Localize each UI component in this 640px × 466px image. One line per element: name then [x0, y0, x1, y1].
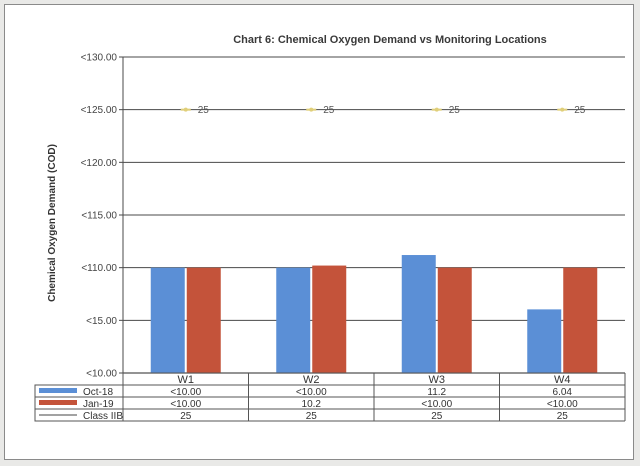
legend-swatch [39, 388, 77, 393]
table-cell: 11.2 [427, 387, 446, 398]
category-label: W4 [554, 374, 571, 386]
y-tick-label: <125.00 [81, 105, 118, 116]
y-tick-label: <10.00 [86, 369, 117, 380]
table-cell: <10.00 [547, 399, 578, 410]
category-label: W3 [429, 374, 446, 386]
legend-swatch [39, 400, 77, 405]
table-cell: 10.2 [302, 399, 322, 410]
table-cell: 25 [306, 411, 318, 422]
chart-svg: Chart 6: Chemical Oxygen Demand vs Monit… [34, 34, 626, 422]
bar [527, 309, 562, 373]
y-tick-label: <115.00 [81, 211, 117, 222]
data-label: 25 [449, 105, 461, 116]
y-tick-label: <110.00 [81, 263, 117, 274]
table-cell: <10.00 [421, 399, 452, 410]
legend-entry: Jan-19 [83, 399, 114, 410]
data-label: 25 [574, 105, 586, 116]
chart-frame: Chart 6: Chemical Oxygen Demand vs Monit… [4, 4, 634, 460]
table-cell: 25 [180, 411, 192, 422]
table-cell: <10.00 [170, 387, 201, 398]
chart-title: Chart 6: Chemical Oxygen Demand vs Monit… [233, 34, 547, 46]
bar [401, 255, 436, 373]
table-cell: <10.00 [296, 387, 327, 398]
bar [150, 267, 185, 373]
table-cell: <10.00 [170, 399, 201, 410]
table-cell: 25 [431, 411, 443, 422]
data-point [309, 107, 314, 112]
data-point [434, 107, 439, 112]
category-label: W2 [303, 374, 320, 386]
data-label: 25 [198, 105, 210, 116]
data-point [183, 107, 188, 112]
bar [437, 267, 472, 373]
y-tick-label: <15.00 [86, 316, 117, 327]
category-label: W1 [178, 374, 195, 386]
data-label: 25 [323, 105, 335, 116]
bar [312, 265, 347, 373]
y-tick-label: <120.00 [81, 158, 118, 169]
bar [186, 267, 221, 373]
plot-area: <10.00 <15.00 <110.00 <115.00 <120.00 <125.00… [34, 53, 626, 422]
legend-entry: Oct-18 [83, 387, 113, 398]
legend-entry: Class IIB [83, 411, 123, 422]
data-point [560, 107, 565, 112]
y-tick-label: <130.00 [81, 53, 118, 64]
bar [563, 267, 598, 373]
y-axis-label: Chemical Oxygen Demand (COD) [47, 144, 58, 302]
bar [276, 267, 311, 373]
table-cell: 25 [557, 411, 569, 422]
table-cell: 6.04 [553, 387, 573, 398]
